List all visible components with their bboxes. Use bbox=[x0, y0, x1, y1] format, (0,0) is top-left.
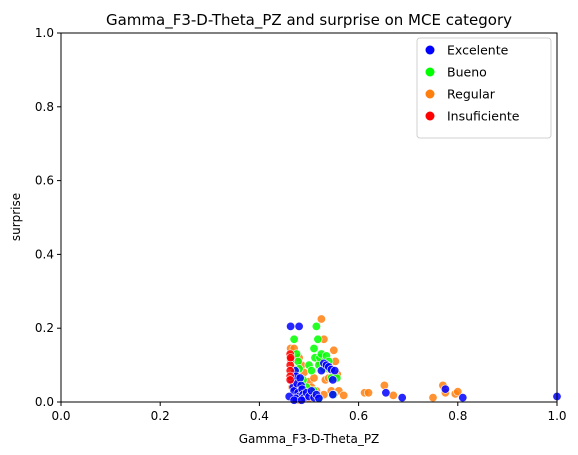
data-point bbox=[440, 384, 450, 394]
x-tick-label: 0.6 bbox=[349, 409, 368, 423]
x-axis: 0.0 0.2 0.4 0.6 0.8 1.0 bbox=[51, 402, 567, 423]
y-tick-label: 0.0 bbox=[35, 395, 54, 409]
data-point bbox=[381, 388, 391, 398]
x-tick-label: 1.0 bbox=[547, 409, 566, 423]
data-point bbox=[428, 393, 438, 403]
chart-title: Gamma_F3-D-Theta_PZ and surprise on MCE … bbox=[106, 11, 512, 30]
data-point bbox=[363, 388, 373, 398]
y-tick-label: 0.6 bbox=[35, 174, 54, 188]
data-point bbox=[297, 395, 307, 405]
data-point bbox=[328, 390, 338, 400]
data-point bbox=[328, 375, 338, 385]
data-point bbox=[289, 334, 299, 344]
x-axis-title: Gamma_F3-D-Theta_PZ bbox=[239, 432, 380, 446]
x-tick-label: 0.2 bbox=[151, 409, 170, 423]
data-point bbox=[458, 393, 468, 403]
legend-box bbox=[416, 37, 552, 139]
y-tick-label: 0.4 bbox=[35, 247, 54, 261]
points-layer bbox=[284, 314, 562, 405]
legend-label: Regular bbox=[447, 87, 496, 102]
data-point bbox=[293, 356, 303, 366]
series-insuficiente bbox=[285, 349, 296, 385]
data-point bbox=[286, 353, 296, 363]
data-point bbox=[289, 395, 299, 405]
y-tick-label: 1.0 bbox=[35, 26, 54, 40]
data-point bbox=[313, 334, 323, 344]
legend-marker bbox=[425, 45, 435, 55]
data-point bbox=[306, 366, 316, 376]
y-tick-label: 0.2 bbox=[35, 321, 54, 335]
x-tick-label: 0.8 bbox=[448, 409, 467, 423]
data-point bbox=[453, 387, 463, 397]
legend-marker bbox=[425, 89, 435, 99]
plot-frame bbox=[60, 32, 558, 403]
data-point bbox=[295, 373, 305, 383]
data-point bbox=[379, 380, 389, 390]
data-point bbox=[309, 343, 319, 353]
data-point bbox=[316, 314, 326, 324]
data-point bbox=[314, 393, 324, 403]
x-tick-label: 0.0 bbox=[51, 409, 70, 423]
legend-label: Insuficiente bbox=[447, 109, 520, 124]
data-point bbox=[397, 393, 407, 403]
y-tick-label: 0.8 bbox=[35, 100, 54, 114]
legend: Excelente Bueno Regular Insuficiente bbox=[416, 37, 552, 139]
data-point bbox=[294, 321, 304, 331]
data-point bbox=[329, 345, 339, 355]
legend-label: Bueno bbox=[447, 65, 487, 80]
data-point bbox=[286, 321, 296, 331]
y-axis-title: surprise bbox=[9, 193, 23, 241]
data-point bbox=[311, 321, 321, 331]
data-point bbox=[330, 366, 340, 376]
legend-marker bbox=[425, 111, 435, 121]
legend-marker bbox=[425, 67, 435, 77]
data-point bbox=[285, 375, 295, 385]
y-axis: 0.0 0.2 0.4 0.6 0.8 1.0 bbox=[35, 26, 61, 409]
legend-label: Excelente bbox=[447, 43, 509, 58]
x-tick-label: 0.4 bbox=[250, 409, 269, 423]
data-point bbox=[339, 390, 349, 400]
